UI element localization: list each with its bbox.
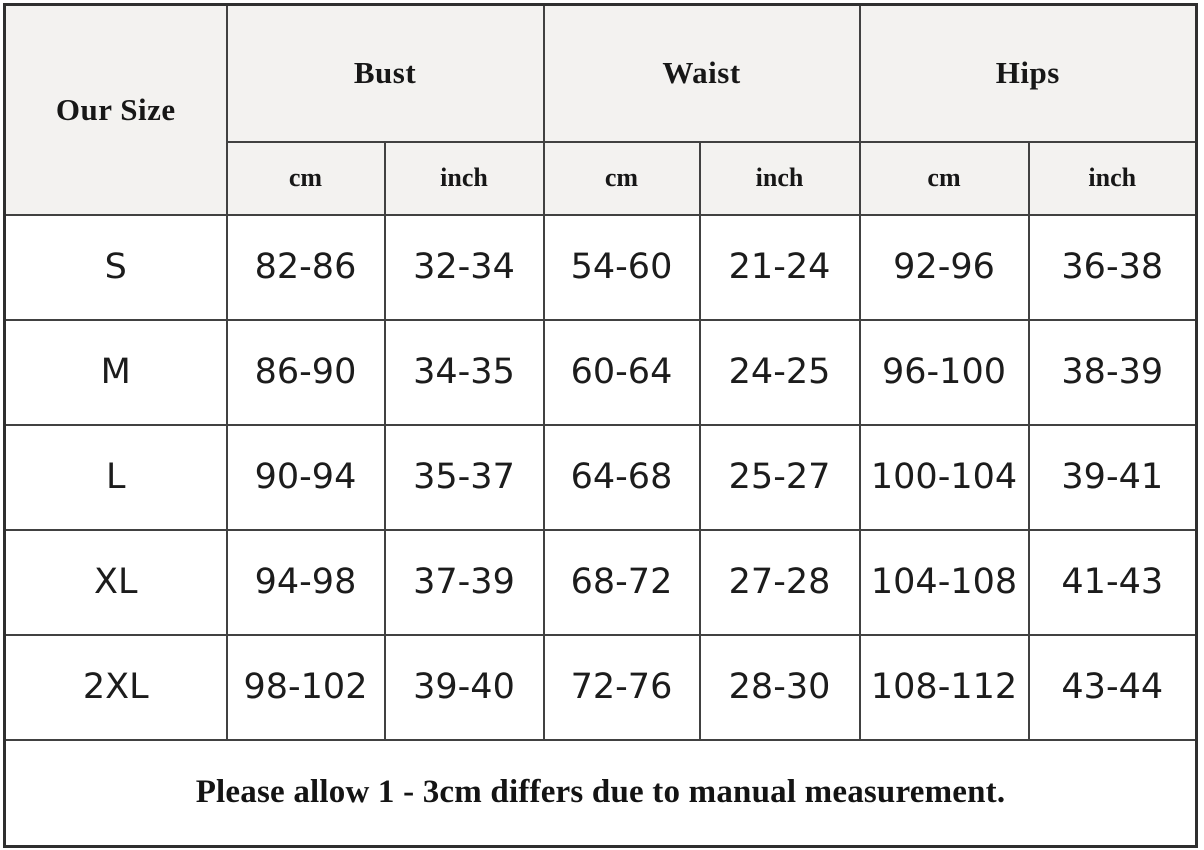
table-row-xl: XL 94-98 37-39 68-72 27-28 104-108 41-43 [3,528,1198,636]
waist-inch-value: 28-30 [698,633,861,741]
hips-inch-value: 39-41 [1027,423,1198,531]
hips-inch-value: 43-44 [1027,633,1198,741]
header-hips: Hips [858,3,1198,143]
table-row-l: L 90-94 35-37 64-68 25-27 100-104 39-41 [3,423,1198,531]
bust-inch-value: 39-40 [383,633,545,741]
bust-inch-value: 32-34 [383,213,545,321]
hips-cm-value: 104-108 [858,528,1030,636]
bust-cm-value: 82-86 [225,213,386,321]
size-label: 2XL [3,633,228,741]
header-row-groups: Our Size Bust Waist Hips [3,3,1198,216]
bust-inch-value: 34-35 [383,318,545,426]
size-label: S [3,213,228,321]
size-label: L [3,423,228,531]
header-waist: Waist [542,3,861,143]
waist-inch-value: 21-24 [698,213,861,321]
waist-inch-value: 27-28 [698,528,861,636]
hips-inch-value: 41-43 [1027,528,1198,636]
subheader-bust-inch: inch [383,140,545,216]
subheader-hips-cm: cm [858,140,1030,216]
header-our-size: Our Size [3,3,228,216]
table-row-m: M 86-90 34-35 60-64 24-25 96-100 38-39 [3,318,1198,426]
subheader-waist-inch: inch [698,140,861,216]
waist-inch-value: 24-25 [698,318,861,426]
header-row-units: cm inch cm inch cm inch [5,140,1198,216]
bust-cm-value: 90-94 [225,423,386,531]
bust-inch-value: 35-37 [383,423,545,531]
size-label: XL [3,528,228,636]
subheader-hips-inch: inch [1027,140,1198,216]
table-row-2xl: 2XL 98-102 39-40 72-76 28-30 108-112 43-… [3,633,1198,741]
waist-cm-value: 54-60 [542,213,701,321]
size-chart-table: Our Size Bust Waist Hips cm inch cm inch… [3,3,1199,848]
hips-cm-value: 100-104 [858,423,1030,531]
header-bust: Bust [225,3,545,143]
footer-note-row: Please allow 1 - 3cm differs due to manu… [3,738,1198,848]
measurement-note: Please allow 1 - 3cm differs due to manu… [3,738,1198,848]
waist-inch-value: 25-27 [698,423,861,531]
bust-inch-value: 37-39 [383,528,545,636]
subheader-bust-cm: cm [225,140,386,216]
waist-cm-value: 60-64 [542,318,701,426]
table-row-s: S 82-86 32-34 54-60 21-24 92-96 36-38 [3,213,1198,321]
hips-cm-value: 108-112 [858,633,1030,741]
hips-inch-value: 36-38 [1027,213,1198,321]
hips-inch-value: 38-39 [1027,318,1198,426]
bust-cm-value: 94-98 [225,528,386,636]
size-label: M [3,318,228,426]
hips-cm-value: 92-96 [858,213,1030,321]
hips-cm-value: 96-100 [858,318,1030,426]
waist-cm-value: 72-76 [542,633,701,741]
subheader-waist-cm: cm [542,140,701,216]
bust-cm-value: 86-90 [225,318,386,426]
waist-cm-value: 68-72 [542,528,701,636]
bust-cm-value: 98-102 [225,633,386,741]
waist-cm-value: 64-68 [542,423,701,531]
